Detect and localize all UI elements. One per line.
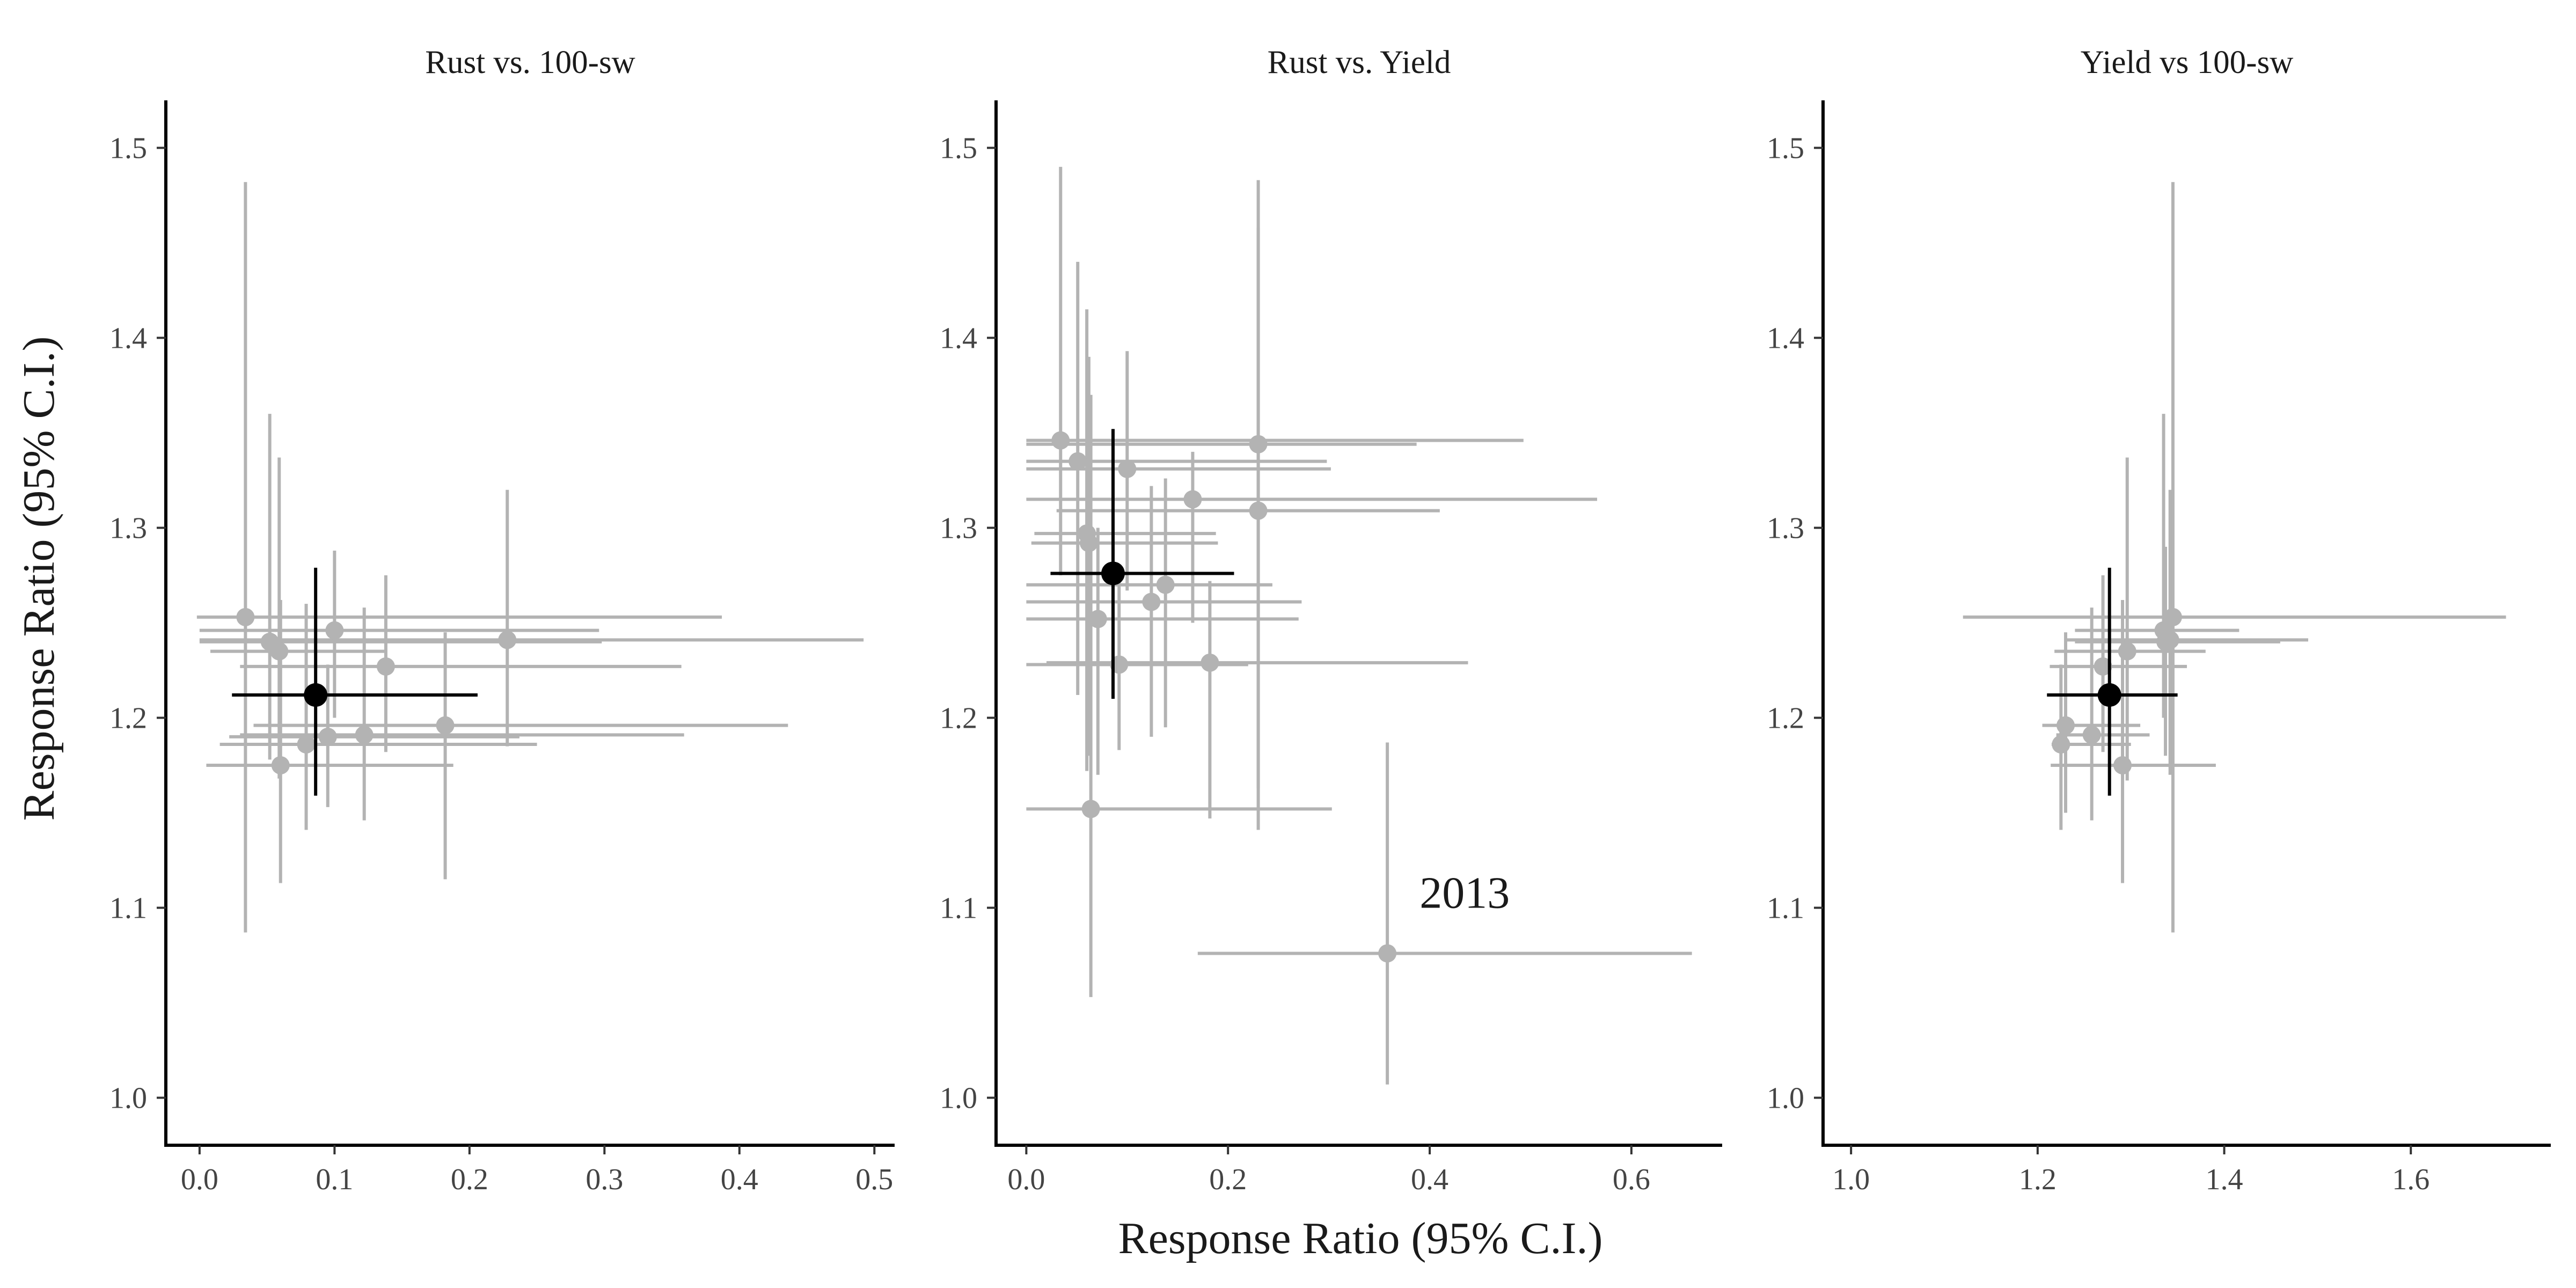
y-tick-label: 1.2	[940, 702, 977, 735]
study-point	[2094, 657, 2112, 676]
panel-title: Rust vs. 100-sw	[425, 45, 635, 80]
study-point	[1249, 435, 1268, 453]
y-tick-label: 1.1	[940, 892, 977, 925]
study-point	[1069, 452, 1087, 471]
x-tick-label: 0.2	[1209, 1163, 1247, 1196]
y-tick-label: 1.5	[1767, 132, 1804, 165]
x-tick-label: 0.5	[855, 1163, 893, 1196]
pooled-estimate-series	[1050, 429, 1234, 699]
y-tick-label: 1.2	[1767, 702, 1804, 735]
pooled-estimate-series	[232, 567, 478, 796]
x-tick-label: 0.4	[1411, 1163, 1448, 1196]
study-point	[297, 735, 316, 754]
study-point	[498, 631, 517, 649]
study-point	[355, 726, 374, 744]
study-point	[2163, 608, 2182, 626]
x-tick-label: 1.4	[2206, 1163, 2243, 1196]
pooled-estimate-series	[2047, 567, 2178, 796]
study-point	[270, 642, 289, 661]
study-point	[318, 727, 337, 746]
y-tick-label: 1.3	[1767, 512, 1804, 545]
chart-panels: Rust vs. 100-sw 1.0 1.1 1.2 1.3 1.4 1.5 0.0 0.1 0…	[109, 45, 2551, 1196]
y-tick-label: 1.0	[109, 1082, 147, 1115]
study-point	[1088, 610, 1107, 628]
y-tick-label: 1.5	[109, 132, 147, 165]
x-tick-label: 1.6	[2392, 1163, 2429, 1196]
y-tick-label: 1.4	[940, 322, 977, 355]
study-point	[1051, 431, 1070, 450]
x-tick-label: 1.2	[2019, 1163, 2057, 1196]
x-tick-label: 1.0	[1832, 1163, 1870, 1196]
chart-panel-1: Rust vs. 100-sw 1.0 1.1 1.2 1.3 1.4 1.5 0.0 0.1 0…	[109, 45, 895, 1196]
study-point	[1079, 533, 1098, 552]
outlier-annotation: 2013	[1419, 868, 1510, 918]
x-tick-label: 0.1	[316, 1163, 353, 1196]
study-point	[1081, 800, 1100, 818]
study-point	[271, 756, 290, 774]
study-point	[2057, 716, 2075, 735]
chart-panel-3: Yield vs 100-sw 1.0 1.1 1.2 1.3 1.4 1.5 1.0 1.2 1…	[1767, 45, 2551, 1196]
study-point	[1249, 501, 1268, 520]
study-point	[1142, 592, 1161, 611]
shared-x-axis-title: Response Ratio (95% C.I.)	[1118, 1213, 1603, 1263]
study-point	[1378, 944, 1397, 963]
panel-title: Rust vs. Yield	[1268, 45, 1451, 80]
y-tick-label: 1.3	[109, 512, 147, 545]
study-point	[2082, 726, 2101, 744]
x-tick-label: 0.3	[586, 1163, 623, 1196]
study-series	[1026, 166, 1692, 1085]
study-point	[1201, 653, 1219, 672]
study-point	[1183, 490, 1202, 509]
pooled-estimate-point	[304, 683, 328, 707]
study-point	[2052, 735, 2070, 754]
study-series	[1963, 182, 2506, 933]
study-point	[376, 657, 395, 676]
y-tick-label: 1.0	[1767, 1082, 1804, 1115]
y-tick-label: 1.4	[109, 322, 147, 355]
study-series	[196, 182, 864, 933]
y-tick-label: 1.1	[109, 892, 147, 925]
panel-title: Yield vs 100-sw	[2081, 45, 2294, 80]
study-point	[236, 608, 255, 626]
study-point	[436, 716, 455, 735]
x-tick-label: 0.6	[1613, 1163, 1650, 1196]
study-point	[2118, 642, 2136, 661]
study-point	[2156, 632, 2175, 651]
shared-y-axis-title: Response Ratio (95% C.I.)	[14, 336, 64, 821]
study-point	[325, 621, 344, 640]
y-tick-label: 1.2	[109, 702, 147, 735]
x-tick-label: 0.2	[451, 1163, 488, 1196]
y-tick-label: 1.1	[1767, 892, 1804, 925]
x-tick-label: 0.4	[721, 1163, 758, 1196]
pooled-estimate-point	[1101, 561, 1125, 586]
study-point	[1156, 575, 1175, 594]
study-point	[2113, 756, 2132, 774]
y-tick-label: 1.4	[1767, 322, 1804, 355]
x-tick-label: 0.0	[1007, 1163, 1045, 1196]
y-tick-label: 1.3	[940, 512, 977, 545]
x-tick-label: 0.0	[181, 1163, 218, 1196]
chart-panel-2: Rust vs. Yield 1.0 1.1 1.2 1.3 1.4 1.5 0.0 0.2 0.…	[940, 45, 1722, 1196]
study-point	[1118, 459, 1137, 478]
y-tick-label: 1.0	[940, 1082, 977, 1115]
pooled-estimate-point	[2097, 683, 2121, 707]
y-tick-label: 1.5	[940, 132, 977, 165]
